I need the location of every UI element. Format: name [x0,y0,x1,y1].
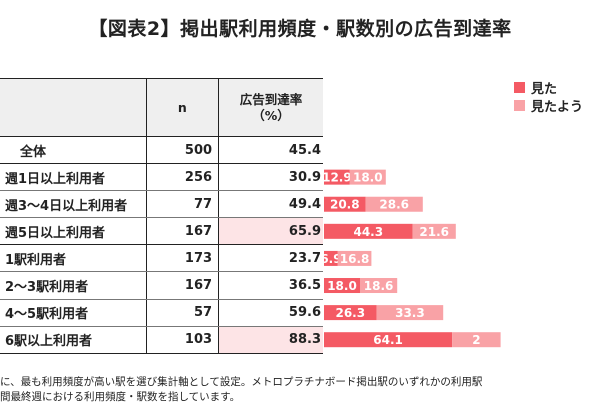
bar-seemed [349,169,386,185]
bar-data-label: 18.6 [364,279,394,293]
row-n: 256 [145,163,219,192]
legend-label-seemed: 見たよう [531,99,584,115]
footnote: に、最も利用頻度が高い駅を選び集計軸として設定。メトロプラチナボード掲出駅のいず… [0,375,600,405]
row-n: 167 [145,217,219,246]
row-label: 週5日以上利用者 [0,217,147,246]
bar-seen [324,196,366,212]
header-label-cell [0,78,147,137]
bar-data-label: 26.3 [335,306,365,320]
legend-label-seen: 見た [531,81,558,97]
row-n: 57 [145,299,219,327]
bar-seen [324,250,338,266]
row-n: 167 [145,271,219,300]
row-label: 2～3駅利用者 [0,271,147,300]
row-rate: 30.9 [218,163,323,192]
bar-data-label: 2 [472,333,480,347]
row-n: 173 [145,244,219,273]
data-table: n 広告到達率 （%） 全体 500 45.4 週1日以上利用者 256 30.… [0,78,323,354]
bar-data-label: 18.0 [353,171,383,185]
row-rate: 23.7 [218,244,323,273]
table-row: 1駅利用者 173 23.7 [0,244,323,273]
header-rate-line1: 広告到達率 [239,91,303,107]
table-header-row: n 広告到達率 （%） [0,78,323,137]
row-rate: 45.4 [218,136,323,165]
header-rate: 広告到達率 （%） [218,78,323,137]
table-row: 2～3駅利用者 167 36.5 [0,271,323,300]
legend-item-seemed: 見たよう [514,96,584,115]
bar-data-label: 28.6 [379,198,409,212]
legend: 見た 見たよう [514,78,584,115]
header-n: n [145,78,219,137]
bar-data-label: 12.9 [324,171,352,185]
table-row: 週3～4日以上利用者 77 49.4 [0,190,323,219]
row-n: 103 [145,326,219,354]
bar-seen [324,278,360,294]
bar-seen [324,305,377,321]
row-label: 6駅以上利用者 [0,326,147,354]
bar-data-label: 21.6 [419,225,449,239]
row-label: 週1日以上利用者 [0,163,147,192]
legend-item-seen: 見た [514,78,583,97]
row-label: 全体 [0,136,147,165]
row-rate: 88.3 [218,326,323,354]
bar-data-label: 44.3 [353,225,383,239]
bar-seemed [452,332,501,348]
row-n: 500 [145,136,219,165]
row-rate: 59.6 [218,299,323,327]
table-row: 全体 500 45.4 [0,136,323,165]
row-label: 週3～4日以上利用者 [0,190,147,219]
bar-data-label: 20.8 [330,198,360,212]
legend-swatch-seemed [514,99,525,111]
bar-data-label: 33.3 [395,306,425,320]
row-rate: 49.4 [218,190,323,219]
footnote-line: に、最も利用頻度が高い駅を選び集計軸として設定。メトロプラチナボード掲出駅のいず… [0,376,483,388]
bar-data-label: 18.0 [327,279,357,293]
bar-seen [324,223,413,239]
table-row: 週5日以上利用者 167 65.9 [0,217,323,246]
bar-seen [324,332,453,348]
bar-seen [324,169,350,185]
stacked-bar-chart: 12.9 18.020.8 28.644.3 21.66.916.818.0 18.62… [324,169,501,348]
bar-seemed [412,223,456,239]
bar-data-label: 6.9 [324,252,342,266]
row-label: 4～5駅利用者 [0,299,147,327]
table-row: 4～5駅利用者 57 59.6 [0,299,323,327]
chart-title: 【図表2】掲出駅利用頻度・駅数別の広告到達率 [88,18,512,40]
bar-seemed [376,305,444,321]
row-rate: 36.5 [218,271,323,300]
bar-seemed [360,278,398,294]
bar-data-label: 16.8 [340,252,370,266]
table-row: 6駅以上利用者 103 88.3 [0,326,323,354]
header-rate-line2: （%） [252,107,290,123]
table-row: 週1日以上利用者 256 30.9 [0,163,323,192]
footnote-line: 間最終週における利用頻度・駅数を指しています。 [0,391,241,403]
row-rate: 65.9 [218,217,323,246]
row-label: 1駅利用者 [0,244,147,273]
bar-seemed [365,196,423,212]
bar-seemed [337,250,372,266]
legend-swatch-seen [514,81,525,93]
row-n: 77 [145,190,219,219]
bar-data-label: 64.1 [373,333,403,347]
